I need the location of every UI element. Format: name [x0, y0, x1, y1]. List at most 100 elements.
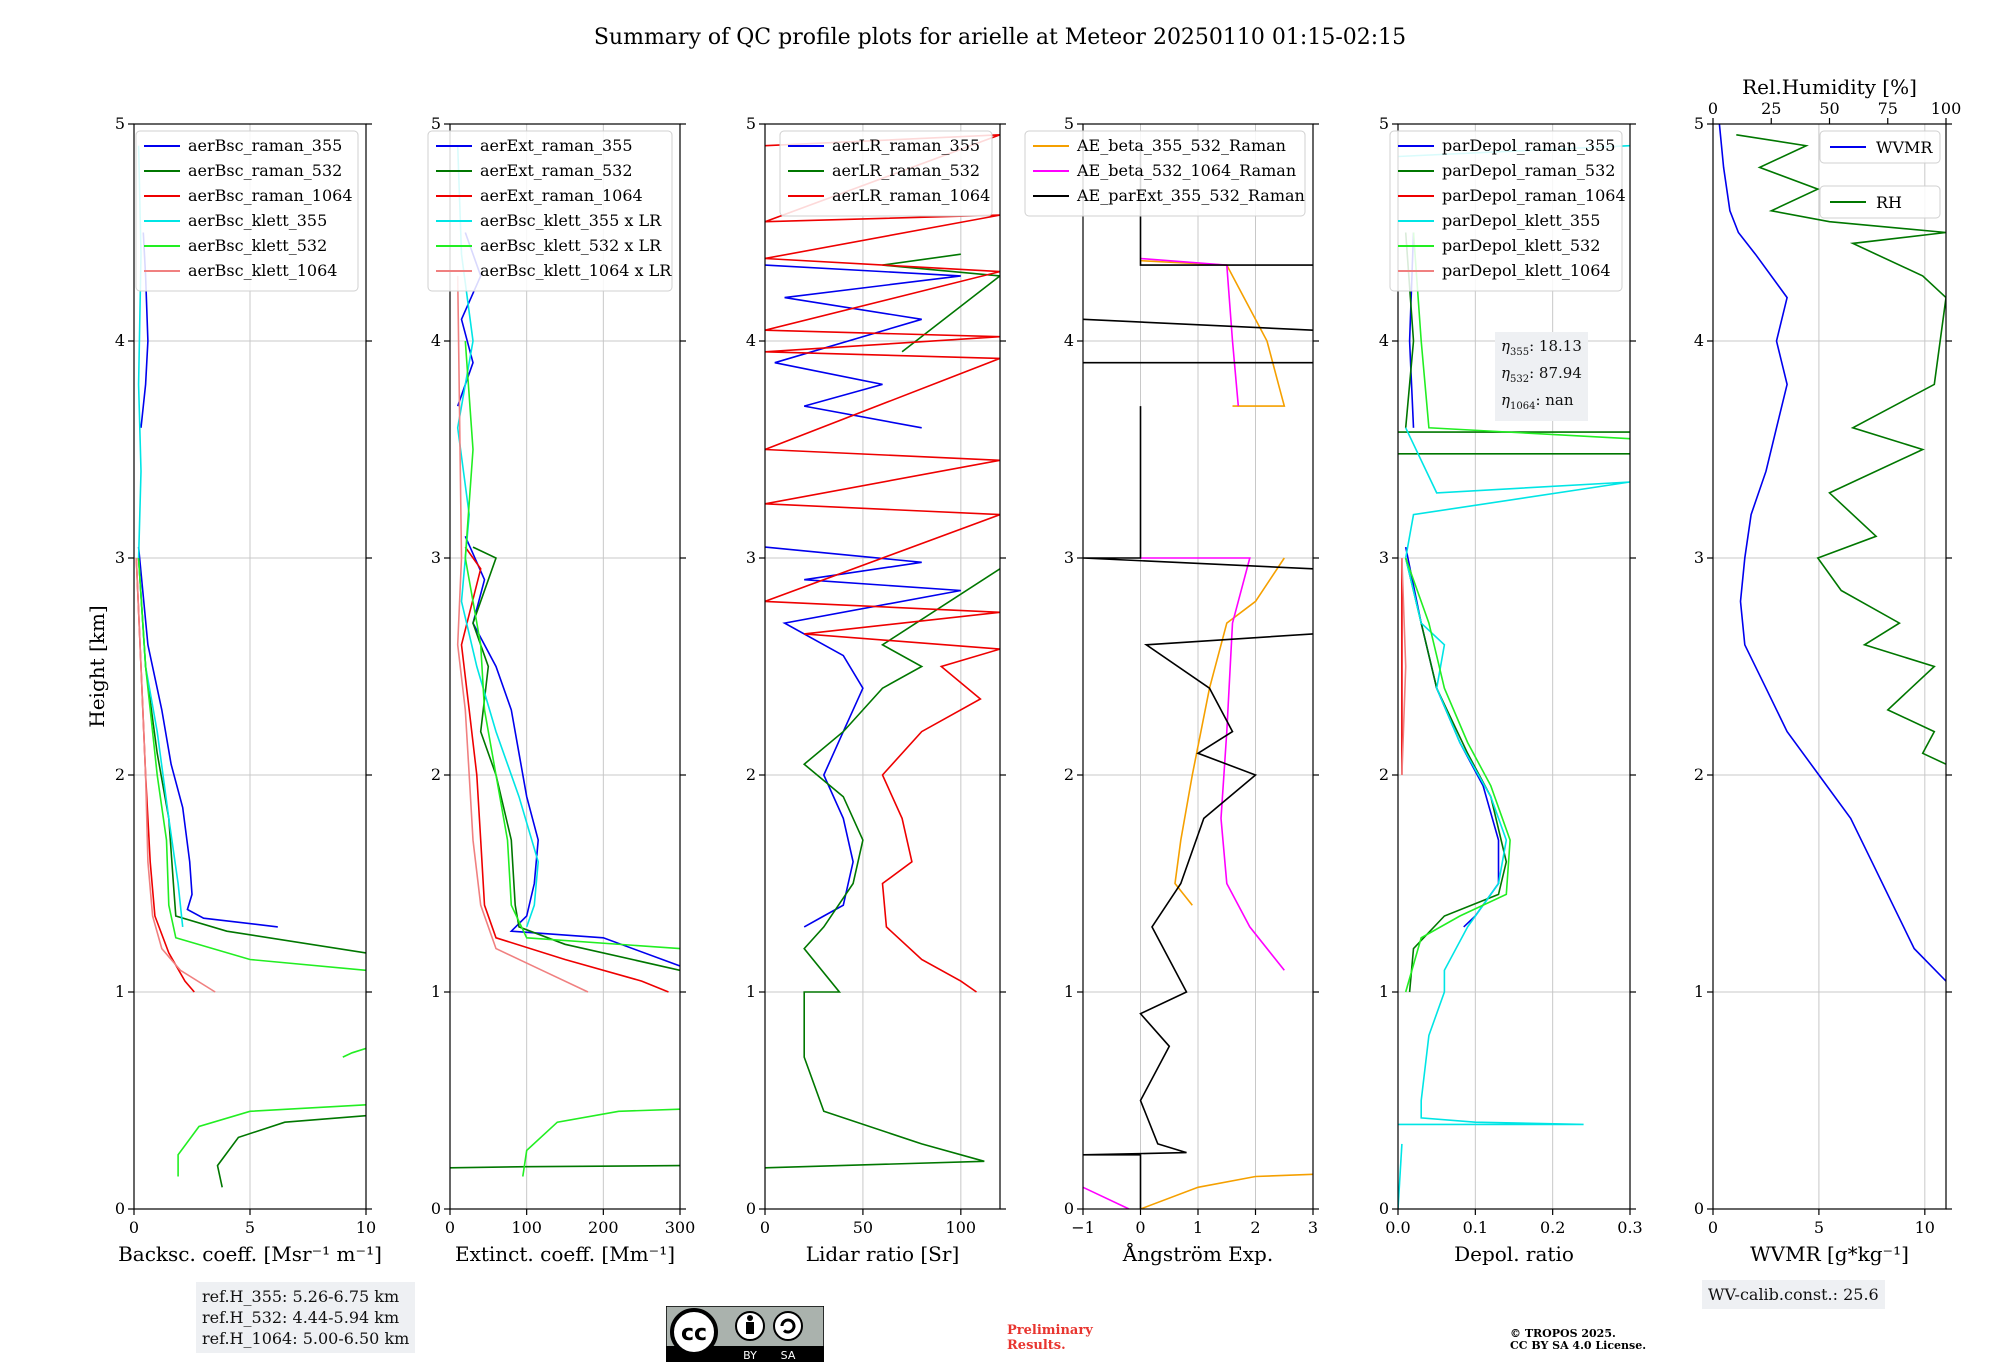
x-tick-label: 2 [1250, 1218, 1260, 1237]
series-line-aerBsc_raman_355 [137, 547, 278, 928]
series-line-AE_beta_532_1064_Raman [1140, 257, 1240, 407]
x-tick-label: 0.0 [1385, 1218, 1410, 1237]
x-axis-label: Extinct. coeff. [Mm⁻¹] [455, 1242, 675, 1266]
y-tick-label: 4 [746, 331, 756, 350]
series-line-aerLR_raman_532 [765, 568, 1000, 1169]
by-text: BY [743, 1349, 757, 1362]
x-axis-label: Ångström Exp. [1122, 1241, 1273, 1266]
reference-heights-box: ref.H_355: 5.26-6.75 km ref.H_532: 4.44-… [196, 1282, 416, 1353]
top-x-tick-label: 0 [1708, 99, 1718, 118]
legend-frame [1819, 130, 1941, 164]
series-line-aerBsc_klett_355 x LR [456, 145, 540, 928]
legend-entry: WVMR [1876, 138, 1933, 157]
x-tick-label: 50 [853, 1218, 873, 1237]
series-line-AE_beta_532_1064_Raman [1140, 557, 1285, 971]
legend: parDepol_raman_355 parDepol_raman_532 parD… [1389, 130, 1626, 292]
series-line-AE_beta_355_532_Raman [1174, 557, 1285, 906]
legend-entry: parDepol_raman_532 [1442, 161, 1615, 180]
series-line-parDepol_klett_532 [1404, 557, 1511, 993]
y-tick-label: 0 [1064, 1199, 1074, 1218]
series-line-aerBsc_klett_532 x LR [522, 1108, 680, 1177]
series-group [1718, 124, 1946, 982]
series-line-AE_parExt_355_532_Raman [1083, 633, 1313, 1209]
legend-entry: aerLR_raman_355 [832, 136, 980, 155]
legend-entry: aerBsc_raman_355 [188, 136, 342, 155]
y-tick-label: 0 [1379, 1199, 1389, 1218]
series-group [1083, 145, 1313, 1209]
y-tick-label: 5 [1064, 114, 1074, 133]
legend-entry: parDepol_raman_1064 [1442, 186, 1626, 205]
legend-entry: RH [1876, 193, 1902, 212]
legend: aerExt_raman_355 aerExt_raman_532 aerExt_r… [427, 130, 673, 292]
y-tick-label: 1 [115, 982, 125, 1001]
x-tick-label: 5 [1814, 1218, 1824, 1237]
panel-depol: 0.0 0.1 0.2 0.3 0 1 2 3 4 5 Depol. ratio parDepol_r… [1379, 114, 1643, 1266]
panel-ext: 0 100 200 300 0 1 2 3 4 5 Extinct. coeff. [Mm⁻¹] ae… [427, 114, 696, 1266]
legend-entry: AE_beta_355_532_Raman [1076, 136, 1286, 155]
x-tick-label: 0 [1135, 1218, 1145, 1237]
wv-calibration-box: WV-calib.const.: 25.6 [1702, 1280, 1885, 1309]
x-tick-label: 0 [445, 1218, 455, 1237]
legend-entry: parDepol_raman_355 [1442, 136, 1615, 155]
y-tick-label: 4 [1379, 331, 1389, 350]
series-line-parDepol_klett_355 [1398, 1143, 1403, 1209]
legend-frame [427, 130, 673, 292]
legend-entry: aerBsc_klett_532 [188, 236, 327, 255]
y-tick-label: 0 [431, 1199, 441, 1218]
series-line-aerLR_raman_355 [765, 264, 961, 429]
series-line-aerBsc_klett_532 x LR [464, 340, 680, 950]
cc-by-sa-license-logo: cc BY SA [666, 1306, 824, 1362]
x-tick-label: 5 [245, 1218, 255, 1237]
x-axis-label: Backsc. coeff. [Msr⁻¹ m⁻¹] [118, 1242, 382, 1266]
y-tick-label: 3 [746, 548, 756, 567]
series-line-aerBsc_klett_532 [177, 1104, 366, 1177]
series-line-aerBsc_klett_1064 x LR [456, 275, 589, 993]
y-tick-label: 5 [1379, 114, 1389, 133]
series-line-AE_beta_355_532_Raman [1140, 259, 1286, 407]
legend-entry: aerBsc_klett_1064 x LR [480, 261, 672, 280]
series-group [1398, 144, 1630, 1209]
series-line-AE_parExt_355_532_Raman [1083, 406, 1313, 570]
eta-532: η532: 87.94 [1501, 364, 1582, 385]
panel-lr: 0 50 100 0 1 2 3 4 5 Lidar ratio [Sr] aerLR_raman_… [746, 114, 1006, 1266]
y-tick-label: 5 [115, 114, 125, 133]
figure-title: Summary of QC profile plots for arielle … [594, 25, 1406, 50]
legend-frame [135, 130, 359, 292]
legend-frame [1819, 185, 1941, 219]
series-line-aerLR_raman_1064 [765, 134, 1000, 993]
legend-entry: aerBsc_klett_355 [188, 211, 327, 230]
y-tick-label: 4 [1694, 331, 1704, 350]
legend-entry: aerBsc_klett_1064 [188, 261, 337, 280]
y-tick-label: 5 [431, 114, 441, 133]
series-line-aerBsc_klett_532 [342, 1047, 366, 1058]
y-tick-label: 4 [115, 331, 125, 350]
y-tick-label: 5 [1694, 114, 1704, 133]
cc-text: cc [681, 1321, 707, 1346]
x-tick-label: 1 [1193, 1218, 1203, 1237]
series-line-parDepol_klett_355 [1398, 427, 1630, 1126]
preliminary-results-note: Preliminary Results. [1007, 1323, 1093, 1353]
series-group [765, 134, 1000, 1169]
y-tick-label: 1 [1379, 982, 1389, 1001]
y-tick-label: 1 [431, 982, 441, 1001]
ref-height-355: ref.H_355: 5.26-6.75 km [202, 1287, 400, 1306]
eta-box: η355: 18.13 η532: 87.94 η1064: nan [1495, 332, 1588, 421]
legend-entry: aerBsc_raman_1064 [188, 186, 353, 205]
top-x-tick-label: 25 [1761, 99, 1781, 118]
x-tick-label: 10 [1915, 1218, 1935, 1237]
series-line-parDepol_klett_1064 [1401, 557, 1407, 776]
series-line-aerBsc_raman_532 [216, 1114, 366, 1188]
series-line-AE_beta_355_532_Raman [1140, 1173, 1313, 1209]
y-tick-label: 3 [431, 548, 441, 567]
y-tick-label: 2 [746, 765, 756, 784]
legend-entry: AE_beta_532_1064_Raman [1076, 161, 1296, 180]
x-axis-label: Depol. ratio [1454, 1242, 1574, 1266]
series-line-aerBsc_klett_1064 [135, 557, 216, 993]
legend-entry: aerLR_raman_1064 [832, 186, 990, 205]
x-tick-label: 300 [665, 1218, 696, 1237]
x-axis-label: WVMR [g*kg⁻¹] [1750, 1242, 1909, 1266]
legend-frame [1024, 130, 1306, 217]
